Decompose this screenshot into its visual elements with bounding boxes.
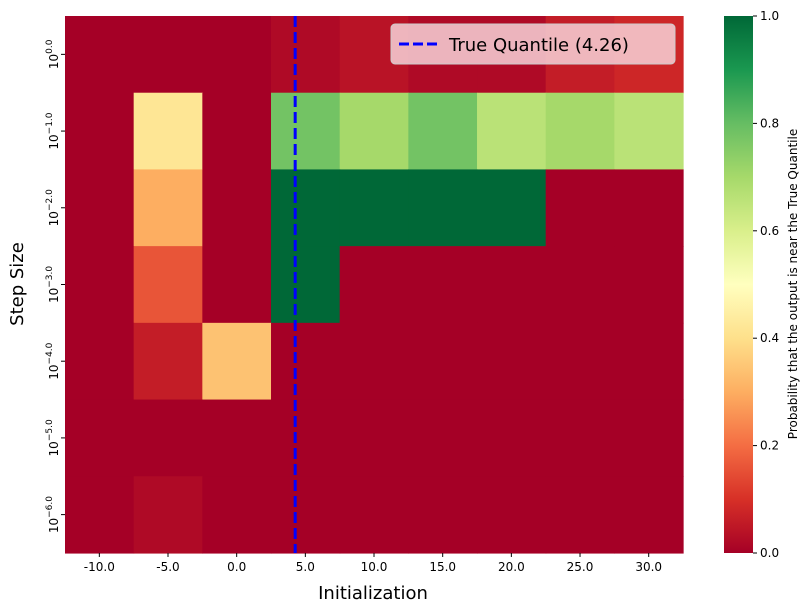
y-tick-label: 10−1.0 [45,112,61,149]
heatmap-cell [408,169,478,247]
x-tick-label: 10.0 [361,560,388,574]
x-tick-label: -10.0 [84,560,115,574]
colorbar-tick-label: 1.0 [760,9,779,23]
heatmap-cell [202,16,272,94]
x-tick-label: 15.0 [429,560,456,574]
heatmap-cell [202,92,272,171]
heatmap-cell [339,322,409,401]
heatmap-cell [271,322,341,401]
heatmap-cell [202,246,272,324]
heatmap-cell [408,399,478,477]
heatmap-cell [65,169,135,247]
heatmap-cell [545,92,615,171]
heatmap-cell [271,169,341,247]
heatmap-cell [614,476,684,554]
y-tick-label: 10−2.0 [45,189,61,226]
heatmap-cell [339,92,409,171]
heatmap-cell [271,92,341,171]
y-axis-label: Step Size [7,242,28,326]
x-tick-label: 20.0 [498,560,525,574]
colorbar-tick-label: 0.8 [760,116,779,130]
colorbar-tick-label: 0.0 [760,546,779,560]
heatmap-cell [477,399,547,477]
x-tick-label: 0.0 [227,560,246,574]
heatmap-cell [133,169,203,247]
x-ticks: -10.0 -5.0 0.0 5.0 10.0 15.0 20.0 25.0 30.0 [84,552,662,574]
legend: True Quantile (4.26) [390,23,676,65]
heatmap-cell [65,92,135,171]
heatmap-cell [271,16,341,94]
x-tick-label: -5.0 [156,560,179,574]
heatmap-cell [339,246,409,324]
heatmap-cell [545,322,615,401]
colorbar-label: Probability that the output is near the … [786,129,800,439]
heatmap-cell [545,476,615,554]
heatmap-cell [614,246,684,324]
heatmap-cell [477,169,547,247]
heatmap-cell [408,92,478,171]
x-axis-label: Initialization [318,583,428,604]
heatmap-cell [545,246,615,324]
heatmap-cell [408,322,478,401]
heatmap-cell [614,169,684,247]
colorbar [724,16,753,553]
heatmap-cell [65,476,135,554]
heatmap-cell [65,16,135,94]
x-tick-label: 25.0 [567,560,594,574]
heatmap-cell [271,399,341,477]
heatmap-cell [65,246,135,324]
heatmap-cell [477,476,547,554]
heatmap-cell [202,322,272,401]
y-ticks: 100.0 10−1.0 10−2.0 10−3.0 10−4.0 10−5.0 10−6.… [45,39,65,533]
heatmap-cell [271,476,341,554]
heatmap-cell [133,92,203,171]
colorbar-tick-label: 0.6 [760,224,779,238]
heatmap-cell [202,476,272,554]
heatmap-cell [65,322,135,401]
heatmap-cell [133,476,203,554]
heatmap-cell [408,246,478,324]
heatmap-cell [614,92,684,171]
y-tick-label: 10−6.0 [45,496,61,533]
heatmap-cell [133,399,203,477]
y-tick-label: 10−5.0 [45,419,61,456]
x-tick-label: 5.0 [296,560,315,574]
heatmap-cells [65,16,684,554]
heatmap-cell [271,246,341,324]
heatmap-cell [545,169,615,247]
colorbar-tick-label: 0.2 [760,439,779,453]
legend-box [390,23,676,65]
heatmap-cell [408,476,478,554]
heatmap-cell [614,399,684,477]
y-tick-label: 10−4.0 [45,342,61,379]
heatmap-cell [545,399,615,477]
colorbar-tick-label: 0.4 [760,331,779,345]
heatmap-cell [202,169,272,247]
heatmap-cell [133,246,203,324]
heatmap-cell [339,476,409,554]
y-tick-label: 100.0 [45,39,61,69]
heatmap-cell [65,399,135,477]
heatmap-cell [614,322,684,401]
heatmap-cell [477,322,547,401]
heatmap-cell [477,92,547,171]
heatmap-cell [477,246,547,324]
y-tick-label: 10−3.0 [45,266,61,303]
heatmap-cell [202,399,272,477]
colorbar-ticks: 0.0 0.2 0.4 0.6 0.8 1.0 [753,9,779,560]
heatmap-cell [339,399,409,477]
heatmap-cell [133,322,203,401]
legend-label: True Quantile (4.26) [448,35,629,56]
heatmap-cell [133,16,203,94]
heatmap-cell [339,169,409,247]
x-tick-label: 30.0 [635,560,662,574]
